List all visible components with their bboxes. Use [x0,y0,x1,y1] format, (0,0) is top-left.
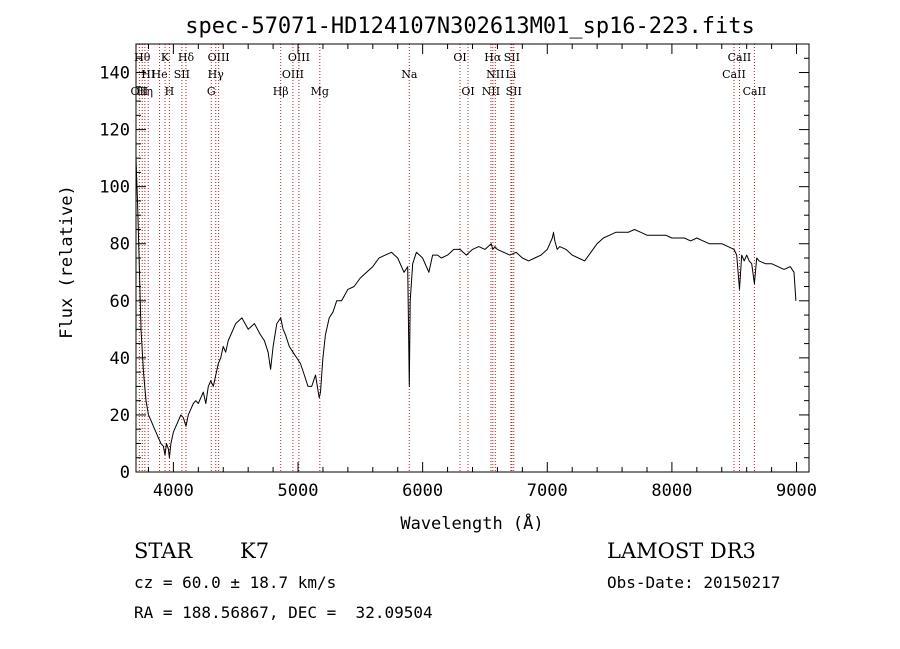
x-tick-label: 4000 [153,481,194,501]
y-tick-label: 100 [99,178,130,198]
survey-name: LAMOST DR3 [607,539,756,563]
object-subclass: K7 [240,539,270,563]
redshift-cz: cz = 60.0 ± 18.7 km/s [134,573,337,592]
y-tick-label: 80 [110,235,130,255]
line-marker-label: H [165,85,175,98]
y-tick-label: 140 [99,64,130,84]
y-tick-label: 120 [99,121,130,141]
line-marker-label: Hθ [134,51,151,64]
series-line-0 [135,158,797,459]
line-marker-label: HI [141,68,155,81]
y-tick-label: 60 [110,292,130,312]
line-marker-label: Hη [137,85,153,98]
line-marker-label: OI [453,51,466,64]
x-tick-label: 6000 [402,481,443,501]
line-marker-label: NII [482,85,500,98]
y-tick-label: 40 [110,349,130,369]
line-marker-label: CaII [743,85,767,98]
line-marker-label: CaII [728,51,752,64]
line-marker-label: OII [131,85,149,98]
axes-group: 4000 5000 6000 7000 8000 9000 0 20 40 60 80 100 120 1… [99,44,817,501]
x-axis-label: Wavelength (Å) [400,512,543,534]
line-marker-label: SII [174,68,190,81]
line-marker-label: CaII [722,68,746,81]
series-group [135,158,797,459]
line-marker-label: Mg [311,85,329,98]
line-marker-label: NII [486,68,504,81]
line-marker-label: He [152,68,168,81]
line-marker-label: Hγ [208,68,225,81]
y-tick-label: 20 [110,406,130,426]
line-marker-label: OI [461,85,474,98]
line-marker-label: Li [505,68,516,81]
line-marker-label: K [161,51,170,64]
line-marker-label: OIII [288,51,310,64]
line-marker-label: Hα [484,51,502,64]
line-marker-label: Hβ [273,85,289,98]
line-marker-label: OIII [208,51,230,64]
line-marker-label: SII [504,51,520,64]
line-marker-label: OIII [282,68,304,81]
y-axis-label: Flux (relative) [57,185,77,339]
obs-date: Obs-Date: 20150217 [607,573,781,592]
line-marker-label: G [207,85,216,98]
line-marker-label: Na [401,68,418,81]
x-tick-label: 5000 [278,481,319,501]
chart-title: spec-57071-HD124107N302613M01_sp16-223.f… [185,14,755,39]
x-tick-label: 9000 [776,481,817,501]
object-class: STAR [134,539,193,563]
x-tick-label: 7000 [527,481,568,501]
line-marker-label: Hδ [178,51,195,64]
line-marker-label: SII [506,85,522,98]
y-tick-label: 0 [120,463,130,483]
x-tick-label: 8000 [651,481,692,501]
coordinates: RA = 188.56867, DEC = 32.09504 [134,603,433,622]
plot-frame [135,43,810,473]
